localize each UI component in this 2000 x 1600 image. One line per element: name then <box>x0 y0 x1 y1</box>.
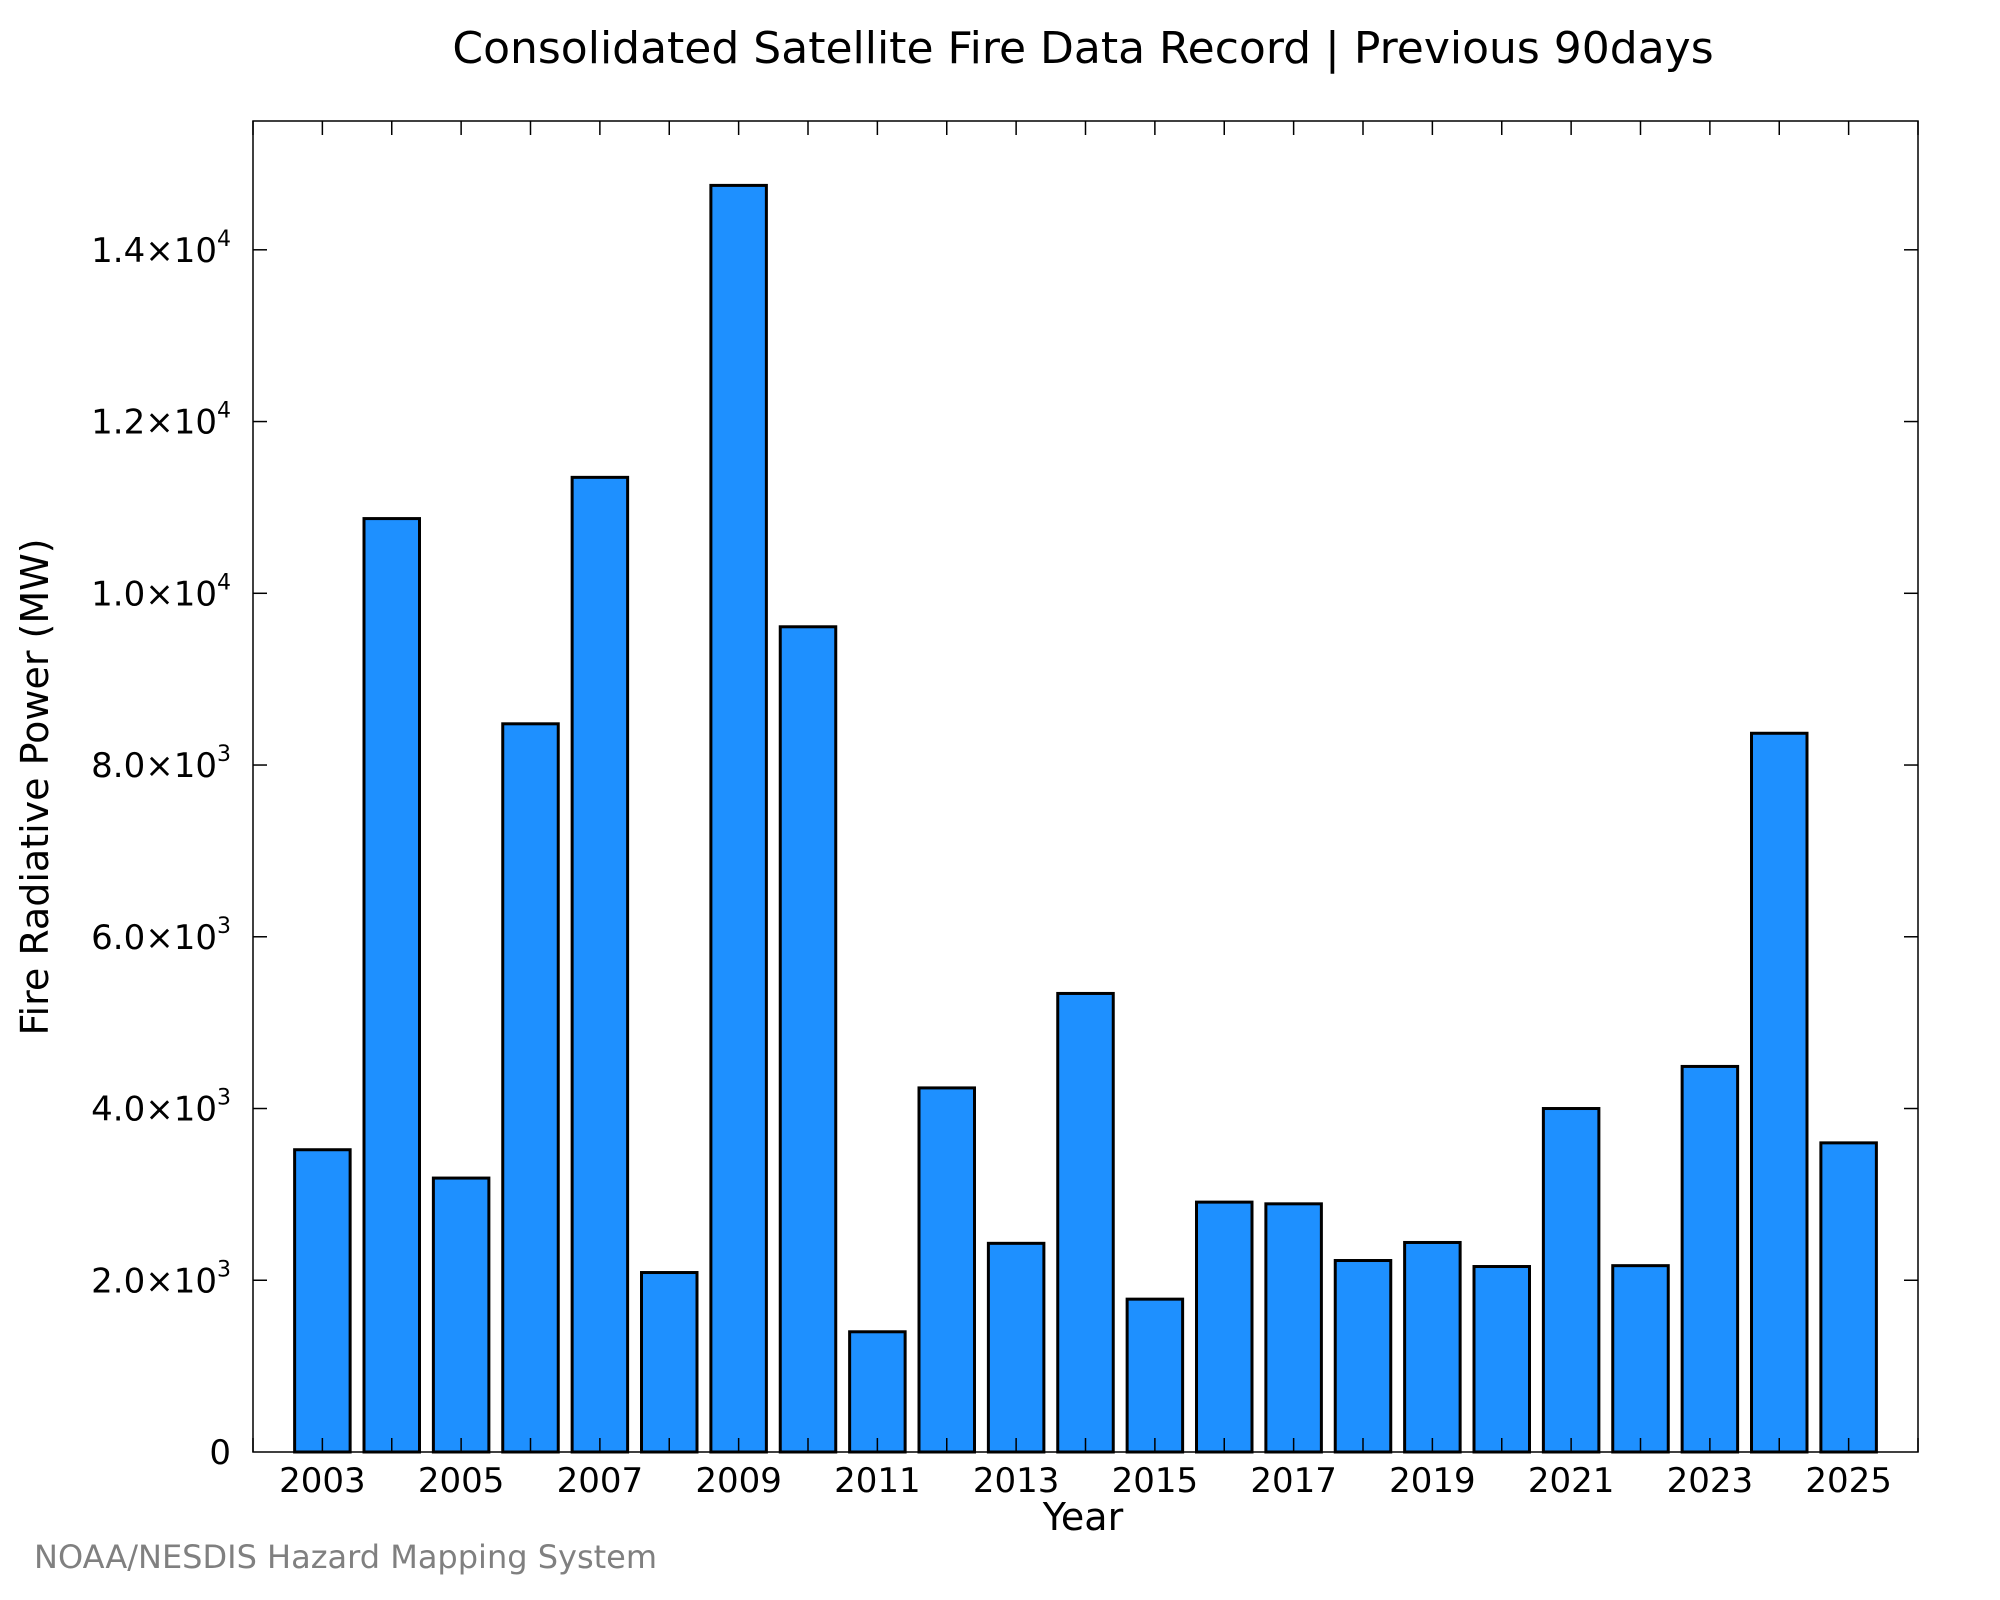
y-tick-label: 6.0×103 <box>91 914 231 958</box>
bar-2022 <box>1611 1264 1670 1454</box>
bar-2004 <box>362 517 421 1454</box>
x-tick-label: 2009 <box>695 1461 782 1501</box>
bar-2009 <box>709 183 768 1454</box>
chart-title: Consolidated Satellite Fire Data Record … <box>452 23 1713 74</box>
bar-2010 <box>778 625 838 1454</box>
bar-2003 <box>293 1148 352 1454</box>
y-tick-label: 4.0×103 <box>91 1086 231 1130</box>
bar-2013 <box>986 1241 1046 1454</box>
bar-2011 <box>848 1330 907 1454</box>
bar-2019 <box>1403 1240 1462 1454</box>
x-tick-label: 2011 <box>834 1461 921 1501</box>
bar-2006 <box>501 722 560 1454</box>
x-tick-label: 2025 <box>1805 1461 1892 1501</box>
bar-2023 <box>1680 1064 1740 1454</box>
y-axis-label: Fire Radiative Power (MW) <box>13 538 57 1035</box>
x-tick-label: 2005 <box>418 1461 505 1501</box>
bar-2008 <box>640 1271 699 1454</box>
bar-2005 <box>431 1176 491 1454</box>
x-tick-label: 2019 <box>1389 1461 1476 1501</box>
bar-2020 <box>1472 1265 1531 1454</box>
y-tick-label: 1.4×104 <box>91 227 231 271</box>
bar-2015 <box>1125 1297 1185 1454</box>
bar-2007 <box>570 475 630 1454</box>
x-tick-label: 2023 <box>1667 1461 1754 1501</box>
bar-2018 <box>1333 1259 1393 1454</box>
y-tick-label: 1.0×104 <box>91 570 231 614</box>
bar-2024 <box>1750 731 1809 1454</box>
x-tick-label: 2013 <box>973 1461 1060 1501</box>
plot-area: 2003 2005 2007 2009 2011 2013 2015 2017 2019 2021… <box>91 120 1919 1501</box>
bar-2016 <box>1195 1200 1254 1454</box>
bar-2012 <box>917 1086 976 1454</box>
y-tick-label: 0 <box>209 1433 231 1473</box>
bar-2025 <box>1819 1141 1878 1454</box>
y-tick-label: 8.0×103 <box>91 742 231 786</box>
x-tick-label: 2015 <box>1112 1461 1199 1501</box>
credit-text: NOAA/NESDIS Hazard Mapping System <box>34 1538 657 1576</box>
bar-2017 <box>1264 1202 1323 1454</box>
x-axis-label: Year <box>1042 1495 1124 1539</box>
x-tick-label: 2003 <box>279 1461 366 1501</box>
x-tick-label: 2021 <box>1528 1461 1615 1501</box>
y-tick-label: 2.0×103 <box>91 1257 231 1301</box>
bar-2021 <box>1541 1107 1601 1454</box>
y-tick-label: 1.2×104 <box>91 399 231 443</box>
bar-2014 <box>1056 991 1115 1454</box>
x-tick-label: 2017 <box>1250 1461 1337 1501</box>
x-tick-label: 2007 <box>557 1461 644 1501</box>
